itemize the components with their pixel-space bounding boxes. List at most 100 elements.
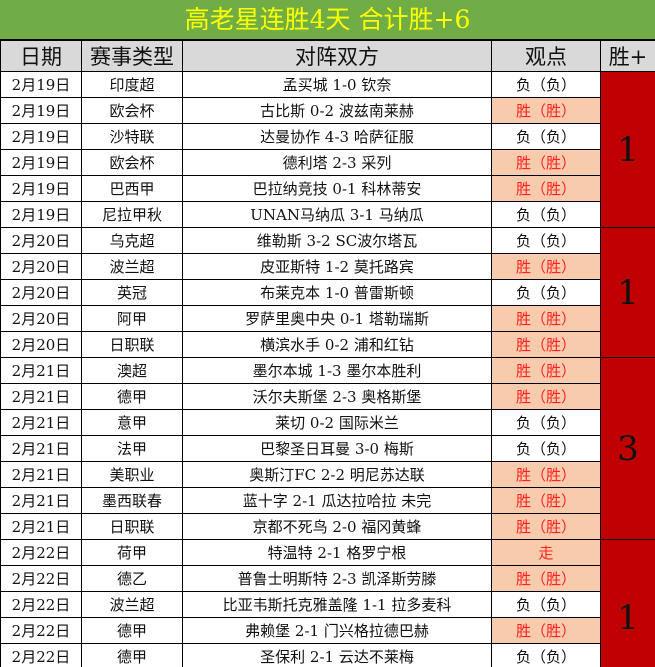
picks-table: 日期 赛事类型 对阵双方 观点 胜+ 2月19日 印度超 孟买城 1-0 钦奈 负（负… <box>0 40 655 667</box>
view-cell: 胜（胜） <box>491 149 601 176</box>
view-cell: 走 <box>491 539 601 566</box>
sheet-title: 高老星连胜4天 合计胜+6 <box>0 0 655 40</box>
table-row: 2月22日 波兰超 比亚韦斯托克雅盖隆 1-1 拉多麦科 负（负） <box>0 591 655 618</box>
table-row: 2月22日 荷甲 特温特 2-1 格罗宁根走 1 <box>0 539 655 667</box>
league-cell: 墨西联春 <box>81 487 183 514</box>
league-cell: 澳超 <box>81 357 183 384</box>
match-cell: 布莱克本 1-0 普雷斯顿 <box>182 279 492 306</box>
table-row: 2月21日 意甲 莱切 0-2 国际米兰 负（负） <box>0 409 655 436</box>
header-league: 赛事类型 <box>81 40 183 72</box>
match-cell: 蓝十字 2-1 瓜达拉哈拉 未完 <box>182 487 492 514</box>
table-row: 2月21日 法甲 巴黎圣日耳曼 3-0 梅斯 负（负） <box>0 435 655 462</box>
date-cell: 2月19日 <box>0 123 82 150</box>
date-cell: 2月20日 <box>0 253 82 280</box>
date-cell: 2月19日 <box>0 97 82 124</box>
date-cell: 2月19日 <box>0 175 82 202</box>
match-cell: 孟买城 1-0 钦奈 <box>182 71 492 98</box>
date-cell: 2月21日 <box>0 513 82 540</box>
league-cell: 德甲 <box>81 383 183 410</box>
table-row: 2月19日 巴西甲 巴拉纳竞技 0-1 科林蒂安 胜（胜） <box>0 175 655 202</box>
match-cell: 莱切 0-2 国际米兰 <box>182 409 492 436</box>
league-cell: 德甲 <box>81 643 183 667</box>
daily-win-count: 1 <box>600 71 655 228</box>
date-cell: 2月22日 <box>0 539 82 566</box>
league-cell: 欧会杯 <box>81 149 183 176</box>
date-cell: 2月22日 <box>0 617 82 644</box>
daily-win-count: 3 <box>600 357 655 540</box>
header-view: 观点 <box>491 40 601 72</box>
date-cell: 2月20日 <box>0 331 82 358</box>
date-cell: 2月21日 <box>0 435 82 462</box>
league-cell: 乌克超 <box>81 227 183 254</box>
match-cell: 皮亚斯特 1-2 莫托路宾 <box>182 253 492 280</box>
match-cell: 普鲁士明斯特 2-3 凯泽斯劳滕 <box>182 565 492 592</box>
league-cell: 波兰超 <box>81 591 183 618</box>
daily-win-count: 1 <box>600 539 655 667</box>
match-cell: 京都不死鸟 2-0 福冈黄蜂 <box>182 513 492 540</box>
table-row: 2月21日 墨西联春 蓝十字 2-1 瓜达拉哈拉 未完 胜（胜） <box>0 487 655 514</box>
date-cell: 2月22日 <box>0 591 82 618</box>
table-row: 2月20日 阿甲 罗萨里奥中央 0-1 塔勒瑞斯 胜（胜） <box>0 305 655 332</box>
view-cell: 负（负） <box>491 591 601 618</box>
table-row: 2月20日 乌克超 维勒斯 3-2 SC波尔塔瓦 负（负） 1 <box>0 227 655 358</box>
match-cell: 横滨水手 0-2 浦和红钻 <box>182 331 492 358</box>
league-cell: 意甲 <box>81 409 183 436</box>
match-cell: 圣保利 2-1 云达不莱梅 <box>182 643 492 667</box>
match-cell: 维勒斯 3-2 SC波尔塔瓦 <box>182 227 492 254</box>
date-cell: 2月21日 <box>0 357 82 384</box>
table-row: 2月21日 澳超 墨尔本城 1-3 墨尔本胜利 胜（胜） 3 <box>0 357 655 540</box>
view-cell: 负（负） <box>491 201 601 228</box>
table-row: 2月19日 沙特联 达曼协作 4-3 哈萨征服 负（负） <box>0 123 655 150</box>
league-cell: 尼拉甲秋 <box>81 201 183 228</box>
view-cell: 胜（胜） <box>491 513 601 540</box>
table-row: 2月19日 尼拉甲秋 UNAN马纳瓜 3-1 马纳瓜 负（负） <box>0 201 655 228</box>
view-cell: 胜（胜） <box>491 357 601 384</box>
view-cell: 胜（胜） <box>491 487 601 514</box>
match-cell: 罗萨里奥中央 0-1 塔勒瑞斯 <box>182 305 492 332</box>
league-cell: 阿甲 <box>81 305 183 332</box>
view-cell: 胜（胜） <box>491 97 601 124</box>
league-cell: 日职联 <box>81 513 183 540</box>
table-row: 2月21日 日职联 京都不死鸟 2-0 福冈黄蜂 胜（胜） <box>0 513 655 540</box>
date-cell: 2月20日 <box>0 305 82 332</box>
date-cell: 2月21日 <box>0 487 82 514</box>
view-cell: 负（负） <box>491 643 601 667</box>
view-cell: 胜（胜） <box>491 617 601 644</box>
match-cell: 德利塔 2-3 采列 <box>182 149 492 176</box>
league-cell: 德乙 <box>81 565 183 592</box>
date-cell: 2月20日 <box>0 227 82 254</box>
match-cell: 沃尔夫斯堡 2-3 奥格斯堡 <box>182 383 492 410</box>
view-cell: 负（负） <box>491 435 601 462</box>
view-cell: 胜（胜） <box>491 461 601 488</box>
match-cell: 比亚韦斯托克雅盖隆 1-1 拉多麦科 <box>182 591 492 618</box>
league-cell: 欧会杯 <box>81 97 183 124</box>
date-cell: 2月21日 <box>0 461 82 488</box>
league-cell: 法甲 <box>81 435 183 462</box>
league-cell: 巴西甲 <box>81 175 183 202</box>
header-row: 日期 赛事类型 对阵双方 观点 胜+ <box>0 40 655 72</box>
league-cell: 美职业 <box>81 461 183 488</box>
match-cell: 巴拉纳竞技 0-1 科林蒂安 <box>182 175 492 202</box>
date-cell: 2月19日 <box>0 71 82 98</box>
league-cell: 沙特联 <box>81 123 183 150</box>
match-cell: 巴黎圣日耳曼 3-0 梅斯 <box>182 435 492 462</box>
view-cell: 胜（胜） <box>491 253 601 280</box>
table-row: 2月22日 德乙 普鲁士明斯特 2-3 凯泽斯劳滕 胜（胜） <box>0 565 655 592</box>
header-match: 对阵双方 <box>182 40 492 72</box>
table-row: 2月20日 波兰超 皮亚斯特 1-2 莫托路宾 胜（胜） <box>0 253 655 280</box>
match-cell: 弗赖堡 2-1 门兴格拉德巴赫 <box>182 617 492 644</box>
view-cell: 胜（胜） <box>491 175 601 202</box>
table-row: 2月19日 欧会杯 古比斯 0-2 波兹南莱赫 胜（胜） <box>0 97 655 124</box>
view-cell: 胜（胜） <box>491 565 601 592</box>
view-cell: 负（负） <box>491 71 601 98</box>
view-cell: 负（负） <box>491 123 601 150</box>
table-row: 2月19日 欧会杯 德利塔 2-3 采列 胜（胜） <box>0 149 655 176</box>
date-cell: 2月22日 <box>0 643 82 667</box>
date-cell: 2月20日 <box>0 279 82 306</box>
date-cell: 2月19日 <box>0 149 82 176</box>
league-cell: 印度超 <box>81 71 183 98</box>
table-row: 2月21日 德甲 沃尔夫斯堡 2-3 奥格斯堡 胜（胜） <box>0 383 655 410</box>
table-row: 2月22日 德甲 弗赖堡 2-1 门兴格拉德巴赫 胜（胜） <box>0 617 655 644</box>
date-cell: 2月22日 <box>0 565 82 592</box>
